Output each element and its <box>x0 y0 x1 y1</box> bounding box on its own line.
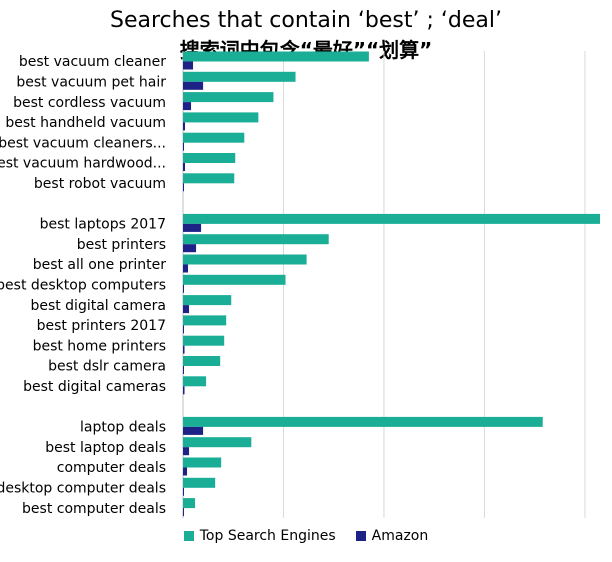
category-label: best digital cameras <box>23 379 166 395</box>
bar-amazon <box>183 508 184 517</box>
bar-amazon <box>183 142 184 151</box>
bar-amazon <box>183 223 202 232</box>
bar-amazon <box>183 122 186 131</box>
bar-amazon <box>183 183 184 192</box>
bar-amazon <box>183 305 190 314</box>
bar-top-search-engines <box>183 437 252 448</box>
chart-title: Searches that contain ‘best’ ; ‘deal’ <box>110 8 502 33</box>
bar-top-search-engines <box>183 457 222 468</box>
bar-top-search-engines <box>183 498 196 509</box>
category-label: best vacuum pet hair <box>16 74 166 90</box>
legend-item-amazon: Amazon <box>355 528 429 544</box>
legend: Top Search Engines Amazon <box>0 528 612 544</box>
category-label: best handheld vacuum <box>5 115 166 131</box>
category-label: best all one printer <box>33 257 167 273</box>
bar-top-search-engines <box>183 376 207 387</box>
bar-amazon <box>183 447 190 456</box>
bar-top-search-engines <box>183 315 227 326</box>
bar-top-search-engines <box>183 335 225 346</box>
bar-amazon <box>183 81 204 90</box>
category-label: best vacuum cleaner <box>19 54 166 70</box>
bar-top-search-engines <box>183 295 232 306</box>
legend-item-top-search-engines: Top Search Engines <box>183 528 336 544</box>
bar-top-search-engines <box>183 213 600 224</box>
category-label: best computer deals <box>22 501 166 517</box>
bar-top-search-engines <box>183 274 286 285</box>
bar-top-search-engines <box>183 153 236 163</box>
bar-amazon <box>183 244 197 253</box>
category-label: best vacuum hardwood... <box>0 156 166 172</box>
category-label: best printers 2017 <box>37 318 166 334</box>
category-label: computer deals <box>57 460 166 476</box>
bar-top-search-engines <box>183 71 296 82</box>
bar-amazon <box>183 386 185 395</box>
bar-amazon <box>183 426 204 435</box>
category-label: desktop computer deals <box>0 480 166 496</box>
bar-amazon <box>183 325 185 334</box>
bar-top-search-engines <box>183 234 329 245</box>
category-label: laptop deals <box>80 420 166 436</box>
bar-top-search-engines <box>183 112 259 123</box>
category-label: best home printers <box>33 338 166 354</box>
bar-amazon <box>183 284 184 293</box>
bar-top-search-engines <box>183 173 235 184</box>
category-label: best robot vacuum <box>34 176 166 192</box>
bar-amazon <box>183 366 184 374</box>
category-label: best digital camera <box>30 298 166 314</box>
category-label: best printers <box>77 237 166 253</box>
legend-swatch-amazon <box>355 531 366 541</box>
bar-top-search-engines <box>183 132 245 143</box>
bar-amazon <box>183 61 194 70</box>
bar-top-search-engines <box>183 477 216 488</box>
legend-label-amazon: Amazon <box>371 528 429 544</box>
category-label: best cordless vacuum <box>13 95 166 111</box>
bar-amazon <box>183 264 189 273</box>
bar-top-search-engines <box>183 92 274 103</box>
bar-amazon <box>183 102 192 111</box>
bar-amazon <box>183 487 185 496</box>
legend-label-top-search-engines: Top Search Engines <box>199 528 336 544</box>
category-label: best laptops 2017 <box>40 217 166 233</box>
bar-top-search-engines <box>183 416 543 427</box>
category-label: best laptop deals <box>45 440 166 456</box>
bar-top-search-engines <box>183 356 221 366</box>
bar-amazon <box>183 345 185 354</box>
bar-top-search-engines <box>183 51 369 62</box>
legend-swatch-top-search-engines <box>183 531 194 541</box>
bar-amazon <box>183 467 188 476</box>
category-label: best desktop computers <box>0 277 166 293</box>
bar-amazon <box>183 163 186 171</box>
bar-top-search-engines <box>183 254 307 265</box>
category-label: best dslr camera <box>48 359 166 375</box>
category-label: best vacuum cleaners... <box>0 135 166 151</box>
